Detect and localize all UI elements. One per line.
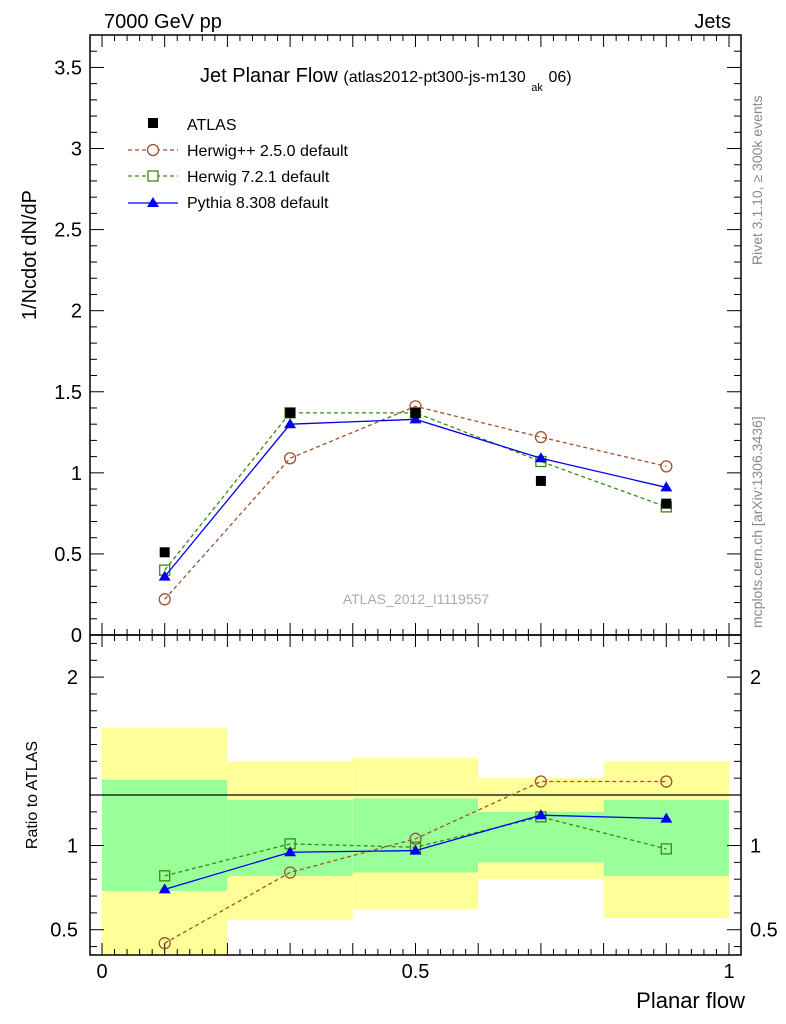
bottom-y-tick-label-right: 0.5	[750, 920, 778, 942]
plot-title-main: Jet Planar Flow	[200, 65, 338, 87]
ratio-point-herwigpp	[158, 937, 171, 950]
ratio-series-layer	[158, 775, 673, 950]
x-tick-label: 0.5	[402, 961, 430, 983]
main-plot-panel: 0 0.5 1 1.5 2 2.5 3 3.5 Jet Planar Flow (atlas2…	[54, 34, 742, 647]
band-green	[478, 811, 604, 863]
data-point-herwigpp	[534, 431, 548, 444]
plot-title-sub: (atlas2012-pt300-js-m130	[343, 69, 525, 86]
data-point-herwigpp	[660, 460, 673, 473]
series-line-herwigpp	[164, 405, 667, 600]
ratio-point-pythia	[158, 883, 171, 894]
plot-title: Jet Planar Flow (atlas2012-pt300-js-m130…	[200, 65, 572, 96]
data-point-pythia	[660, 481, 673, 492]
ratio-point-pythia	[409, 844, 422, 855]
bottom-y-tick-label: 2	[67, 667, 78, 689]
ratio-line-herwigpp	[164, 780, 667, 944]
data-point-atlas	[535, 475, 546, 486]
bottom-y-tick-label-right: 2	[750, 667, 761, 689]
bottom-plot-frame	[89, 634, 742, 956]
side-label-mcplots: mcplots.cern.ch [arXiv:1306.3436]	[749, 416, 765, 628]
legend-marker-pythia	[147, 197, 159, 207]
ratio-point-pythia	[660, 812, 673, 823]
plot-title-tail: 06)	[548, 69, 571, 86]
uncertainty-bands	[102, 727, 729, 955]
side-label-rivet: Rivet 3.1.10, ≥ 300k events	[749, 95, 765, 265]
top-y-tick-label: 2.5	[54, 220, 82, 242]
bottom-axis-ticks	[90, 635, 741, 955]
legend-label-herwig7: Herwig 7.2.1 default	[187, 169, 330, 186]
bottom-y-tick-label-right: 1	[750, 836, 761, 858]
data-point-herwigpp	[283, 452, 297, 465]
x-tick-label: 0	[96, 961, 107, 983]
data-point-atlas	[410, 407, 421, 418]
top-y-tick-label: 3	[71, 139, 82, 161]
ratio-point-herwig7	[159, 870, 171, 882]
bottom-y-axis-label: Ratio to ATLAS	[24, 741, 41, 849]
top-y-tick-label: 1.5	[54, 382, 82, 404]
top-y-tick-label: 0.5	[54, 544, 82, 566]
ratio-point-herwigpp	[409, 832, 422, 845]
data-point-atlas	[285, 407, 296, 418]
legend-label-herwigpp: Herwig++ 2.5.0 default	[187, 143, 349, 160]
header-right: Jets	[694, 11, 731, 33]
top-series-layer	[158, 400, 673, 606]
legend-marker-atlas	[148, 118, 158, 128]
plot-title-subscript: ak	[531, 82, 543, 94]
data-point-pythia	[409, 413, 422, 424]
data-point-pythia	[534, 452, 547, 463]
legend: ATLAS Herwig++ 2.5.0 default Herwig 7.2.…	[128, 117, 349, 212]
ratio-point-pythia	[284, 846, 297, 857]
data-point-pythia	[284, 418, 297, 429]
ratio-point-herwigpp	[283, 866, 297, 879]
x-tick-label: 1	[723, 961, 734, 983]
ratio-point-herwigpp	[534, 775, 548, 788]
series-line-herwig7	[164, 412, 667, 571]
top-y-tick-label: 1	[71, 463, 82, 485]
header-left: 7000 GeV pp	[104, 11, 222, 33]
legend-label-pythia: Pythia 8.308 default	[187, 195, 329, 212]
top-y-tick-label: 3.5	[54, 57, 82, 79]
legend-label-atlas: ATLAS	[187, 117, 237, 134]
bottom-y-tick-label: 1	[67, 836, 78, 858]
ratio-point-herwig7	[660, 843, 672, 855]
top-y-tick-labels: 0 0.5 1 1.5 2 2.5 3 3.5	[54, 57, 82, 647]
watermark: ATLAS_2012_I1119557	[343, 591, 490, 607]
bottom-y-tick-label: 0.5	[50, 920, 78, 942]
data-point-herwigpp	[158, 593, 171, 606]
band-green	[102, 779, 228, 891]
bottom-y-tick-labels: 0.5 0.5 1 1 2 2	[50, 667, 778, 942]
ratio-plot-panel: 0.5 0.51 12 2 0 0.5 1	[50, 634, 778, 983]
top-y-tick-label: 0	[71, 625, 82, 647]
data-point-atlas	[159, 547, 170, 558]
legend-marker-herwigpp	[146, 143, 160, 157]
band-green	[603, 800, 729, 876]
legend-marker-herwig7	[147, 170, 159, 182]
series-line-pythia	[164, 418, 667, 578]
band-green	[352, 798, 479, 873]
data-point-pythia	[158, 570, 171, 581]
band-green	[227, 800, 353, 876]
data-point-atlas	[661, 498, 672, 509]
ratio-point-pythia	[534, 809, 547, 820]
x-axis-label: Planar flow	[636, 988, 745, 1013]
top-y-axis-label: 1/Ncdot dN/dP	[19, 190, 41, 320]
top-y-tick-label: 2	[71, 301, 82, 323]
ratio-point-herwigpp	[660, 775, 673, 788]
x-tick-labels: 0 0.5 1	[96, 961, 734, 983]
